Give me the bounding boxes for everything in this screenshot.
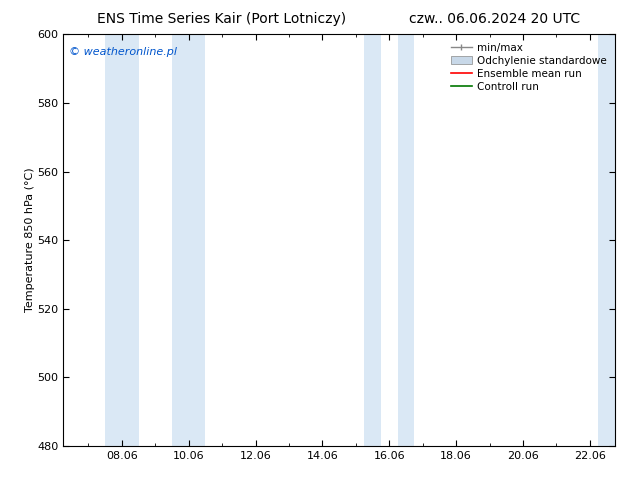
Text: © weatheronline.pl: © weatheronline.pl	[69, 47, 177, 57]
Legend: min/max, Odchylenie standardowe, Ensemble mean run, Controll run: min/max, Odchylenie standardowe, Ensembl…	[447, 39, 611, 96]
Bar	[105, 34, 139, 446]
Bar	[172, 34, 205, 446]
Text: ENS Time Series Kair (Port Lotniczy): ENS Time Series Kair (Port Lotniczy)	[98, 12, 346, 26]
Bar	[365, 34, 381, 446]
Bar	[598, 34, 615, 446]
Bar	[398, 34, 415, 446]
Text: czw.. 06.06.2024 20 UTC: czw.. 06.06.2024 20 UTC	[409, 12, 580, 26]
Y-axis label: Temperature 850 hPa (°C): Temperature 850 hPa (°C)	[25, 168, 34, 313]
